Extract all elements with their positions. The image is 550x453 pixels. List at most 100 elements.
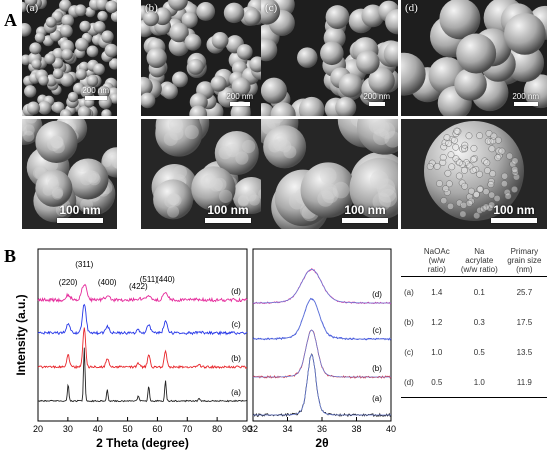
scale-bar-label: 200 nm bbox=[512, 92, 539, 101]
series-label: (c) bbox=[372, 326, 382, 335]
sem-micrograph bbox=[141, 0, 261, 116]
table-row: (b) 1.2 0.3 17.5 bbox=[401, 307, 547, 337]
x-axis-label: 2 Theta (degree) bbox=[96, 436, 189, 450]
scale-bar-group: 200 nm bbox=[82, 86, 109, 100]
panel-b-letter: B bbox=[4, 246, 17, 266]
zoom-series-c bbox=[252, 297, 392, 341]
table-row: (c) 1.0 0.5 13.5 bbox=[401, 337, 547, 367]
table-cell: 0.5 bbox=[416, 367, 457, 398]
table-cell: (a) bbox=[404, 287, 414, 297]
xrd-series-b bbox=[37, 327, 248, 370]
x-tick-label: 80 bbox=[212, 424, 222, 434]
panel-a-letter: A bbox=[4, 10, 17, 30]
zoom-fit-b bbox=[253, 329, 391, 378]
sem-micrograph bbox=[261, 119, 398, 229]
scale-bar-group: 200 nm bbox=[512, 92, 539, 106]
peak-label: (220) bbox=[59, 278, 78, 287]
y-axis-label: Intensity (a.u.) bbox=[14, 294, 28, 375]
plot-frame bbox=[37, 248, 248, 422]
scale-bar-group: 200 nm bbox=[226, 92, 253, 106]
scale-bar bbox=[229, 102, 250, 106]
scale-bar-group: 100 nm bbox=[342, 203, 388, 223]
scale-bar bbox=[368, 102, 385, 106]
series-label: (d) bbox=[231, 287, 241, 296]
zoom-series-d bbox=[252, 268, 391, 305]
peak-label: (440) bbox=[156, 275, 175, 284]
sem-micrograph bbox=[401, 0, 547, 116]
scale-bar bbox=[513, 102, 538, 106]
table-header-naoac: NaOAc (w/w ratio) bbox=[416, 245, 457, 277]
scale-bar-group: 100 nm bbox=[491, 203, 537, 223]
sem-bottom-a: 100 nm bbox=[22, 119, 117, 229]
zoom-series-b bbox=[252, 329, 392, 379]
table-cell: 11.9 bbox=[501, 367, 547, 398]
table-row: (a) 1.4 0.1 25.7 bbox=[401, 277, 547, 308]
peak-label: (422) bbox=[129, 282, 148, 291]
sem-micrograph bbox=[261, 0, 398, 116]
scale-bar bbox=[205, 218, 251, 223]
table-cell: 1.2 bbox=[431, 317, 443, 327]
x-tick-label: 90 bbox=[242, 424, 252, 434]
sem-panel-label: (c) bbox=[265, 2, 278, 14]
zoom-fit-c bbox=[253, 298, 391, 340]
x-tick-label: 60 bbox=[152, 424, 162, 434]
series-label: (c) bbox=[231, 320, 241, 329]
table-cell: 0.3 bbox=[473, 317, 485, 327]
table-header-na-acrylate: Na acrylate (w/w ratio) bbox=[456, 245, 502, 277]
sem-micrograph bbox=[401, 119, 547, 229]
table-cell: 1.0 bbox=[456, 367, 502, 398]
series-label: (d) bbox=[372, 290, 382, 299]
table-header-grain-size: Primary grain size (nm) bbox=[501, 245, 547, 277]
sem-panel-label: (b) bbox=[145, 2, 158, 14]
sem-panel-label: (d) bbox=[405, 2, 418, 14]
table-header-row: NaOAc (w/w ratio) Na acrylate (w/w ratio… bbox=[401, 245, 547, 277]
scale-bar-label: 100 nm bbox=[59, 203, 101, 217]
sem-micrograph bbox=[22, 119, 117, 229]
x-tick-label: 38 bbox=[351, 424, 361, 434]
scale-bar bbox=[491, 218, 537, 223]
sem-micrograph bbox=[141, 119, 261, 229]
zoom-series-a bbox=[252, 353, 391, 418]
sem-top-a: (a) 200 nm bbox=[22, 0, 117, 116]
xrd-series-c bbox=[37, 303, 248, 336]
xrd-311-zoom-chart: 32 34 36 38 40 2θ (a) (b) (c) (d) bbox=[248, 248, 396, 450]
table-cell: 17.5 bbox=[516, 317, 533, 327]
plot-frame bbox=[252, 248, 392, 422]
x-tick-label: 34 bbox=[282, 424, 292, 434]
table-cell: 0.1 bbox=[473, 287, 485, 297]
xrd-full-pattern-chart: 20 30 40 50 60 70 80 90 2 Theta (degree) Intensit… bbox=[14, 248, 252, 450]
sem-top-c: (c) 200 nm bbox=[261, 0, 398, 116]
x-tick-label: 70 bbox=[182, 424, 192, 434]
table-cell: (b) bbox=[404, 317, 414, 327]
table-cell: 25.7 bbox=[516, 287, 533, 297]
scale-bar-label: 200 nm bbox=[226, 92, 253, 101]
sem-bottom-d: 100 nm bbox=[401, 119, 547, 229]
sem-top-b: (b) 200 nm bbox=[141, 0, 261, 116]
scale-bar bbox=[84, 96, 107, 100]
grain-size-table: NaOAc (w/w ratio) Na acrylate (w/w ratio… bbox=[401, 245, 547, 398]
sem-panel-label: (a) bbox=[26, 2, 39, 14]
table-header-sample bbox=[401, 245, 417, 277]
scale-bar bbox=[57, 218, 103, 223]
series-label: (a) bbox=[372, 394, 382, 403]
x-tick-label: 40 bbox=[386, 424, 396, 434]
peak-label: (311) bbox=[75, 260, 93, 269]
table-cell: (d) bbox=[401, 367, 417, 398]
xrd-series-d bbox=[37, 283, 248, 303]
scale-bar-group: 100 nm bbox=[57, 203, 103, 223]
table-row: (d) 0.5 1.0 11.9 bbox=[401, 367, 547, 398]
table-cell: 1.4 bbox=[431, 287, 443, 297]
sem-bottom-c: 100 nm bbox=[261, 119, 398, 229]
x-tick-label: 20 bbox=[33, 424, 43, 434]
scale-bar bbox=[342, 218, 388, 223]
scale-bar-group: 100 nm bbox=[205, 203, 251, 223]
zoom-fit-d bbox=[253, 268, 391, 304]
scale-bar-label: 100 nm bbox=[493, 203, 535, 217]
scale-bar-label: 100 nm bbox=[207, 203, 249, 217]
x-tick-label: 30 bbox=[63, 424, 73, 434]
peak-label: (400) bbox=[98, 278, 117, 287]
series-label: (a) bbox=[231, 388, 241, 397]
scale-bar-label: 100 nm bbox=[344, 203, 386, 217]
scale-bar-label: 200 nm bbox=[82, 86, 109, 95]
series-label: (b) bbox=[372, 364, 382, 373]
